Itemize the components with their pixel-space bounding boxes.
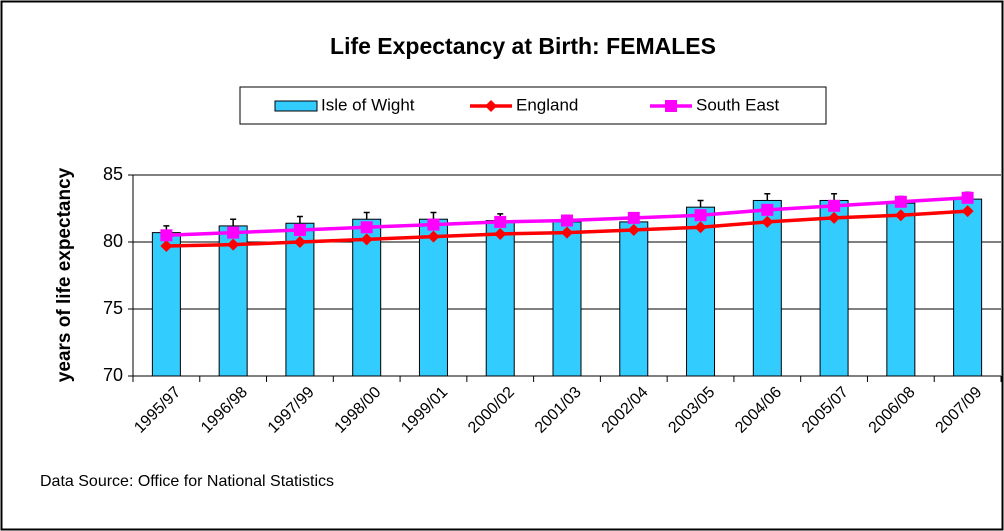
error-bar	[764, 193, 771, 201]
bar	[418, 218, 448, 377]
bar	[819, 199, 849, 377]
marker	[894, 209, 907, 222]
bar	[218, 225, 248, 377]
error-bar	[430, 211, 437, 220]
marker	[828, 211, 841, 224]
bar	[886, 202, 916, 377]
legend-box	[239, 86, 827, 125]
marker	[627, 211, 640, 224]
marker	[160, 240, 173, 253]
marker	[160, 229, 173, 242]
marker	[360, 221, 373, 234]
bar	[285, 222, 315, 377]
y-tick-label: 80	[103, 231, 123, 251]
y-axis-label: years of life expectancy	[54, 167, 75, 382]
marker	[427, 218, 440, 231]
bar	[352, 218, 382, 377]
source-note: Data Source: Office for National Statist…	[40, 473, 334, 490]
chart-title: Life Expectancy at Birth: FEMALES	[330, 33, 716, 59]
marker	[961, 191, 974, 204]
marker	[293, 236, 306, 248]
bar	[619, 221, 649, 377]
error-bar	[363, 211, 370, 220]
marker	[227, 226, 240, 239]
legend-marker	[485, 100, 497, 112]
legend-label: England	[516, 95, 578, 114]
legend-marker	[665, 100, 677, 112]
marker	[293, 223, 306, 236]
marker	[694, 221, 707, 234]
legend-label: South East	[696, 95, 779, 114]
error-bar	[697, 199, 704, 208]
marker	[961, 205, 974, 218]
bar	[485, 220, 515, 377]
marker	[561, 214, 573, 227]
bar	[552, 221, 582, 377]
y-tick-label: 85	[103, 164, 123, 184]
marker	[894, 195, 907, 208]
error-bar	[831, 193, 838, 201]
error-bar	[296, 215, 303, 224]
marker	[761, 203, 774, 216]
error-bar	[230, 218, 237, 226]
bar	[953, 198, 983, 377]
marker	[494, 227, 507, 240]
legend-swatch	[274, 100, 318, 112]
marker	[227, 238, 240, 251]
marker	[561, 226, 573, 239]
marker	[360, 233, 373, 246]
y-tick-label: 70	[103, 365, 123, 385]
marker	[494, 215, 507, 228]
marker	[828, 199, 841, 212]
legend-label: Isle of Wight	[321, 95, 415, 114]
marker	[627, 223, 640, 236]
marker	[427, 230, 440, 243]
marker	[761, 215, 774, 228]
y-tick-label: 75	[103, 298, 123, 318]
marker	[694, 209, 707, 222]
bar	[151, 232, 181, 377]
